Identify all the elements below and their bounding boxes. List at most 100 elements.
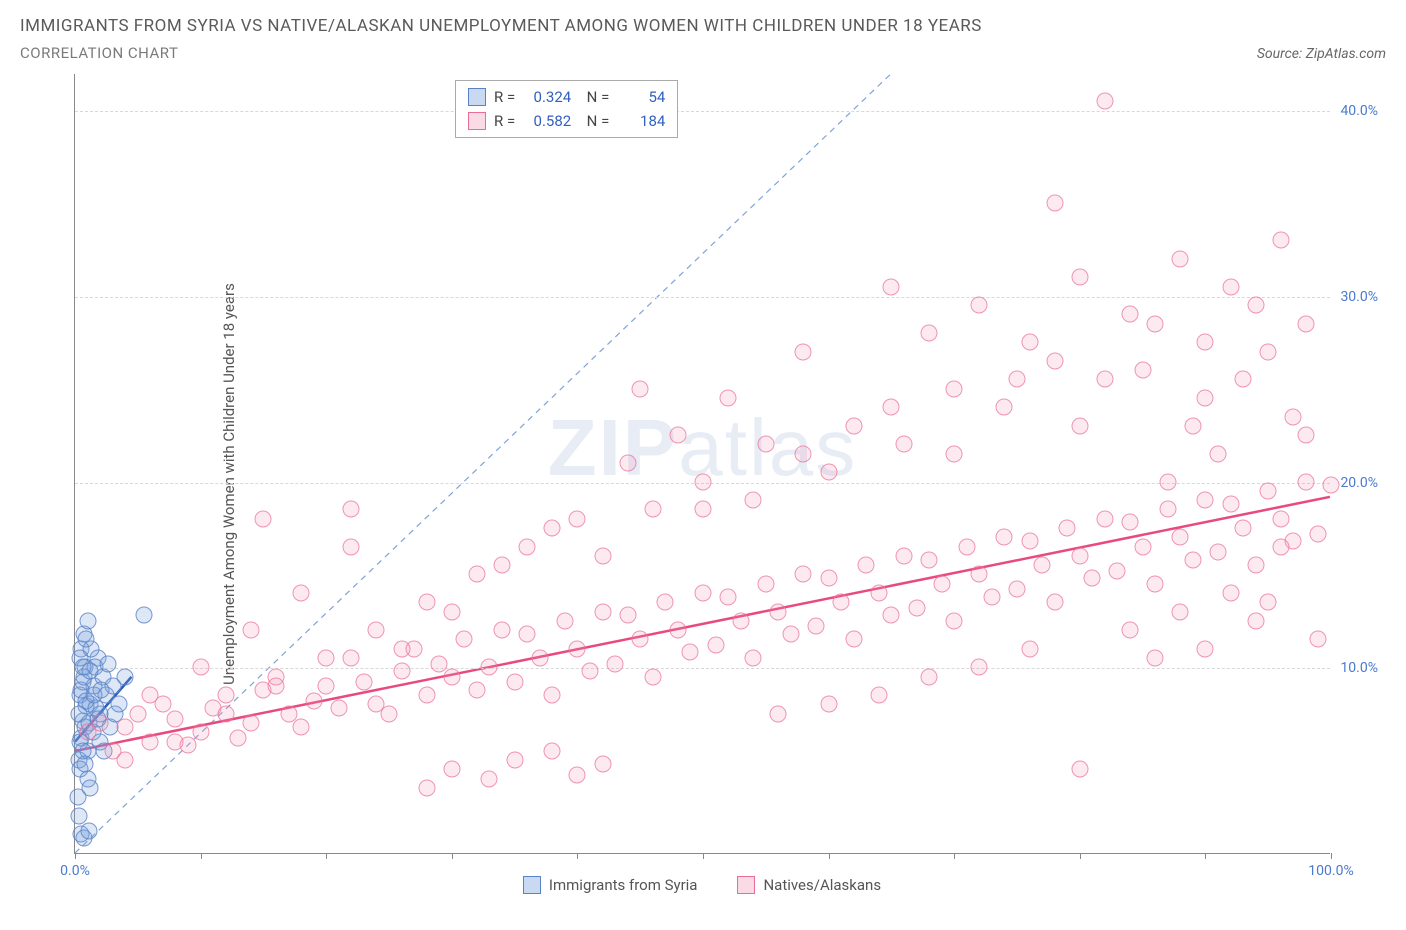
data-point	[129, 705, 146, 722]
grid-line	[75, 111, 1330, 112]
data-point	[217, 705, 234, 722]
data-point	[267, 677, 284, 694]
data-point	[870, 585, 887, 602]
data-point	[1096, 371, 1113, 388]
data-point	[594, 603, 611, 620]
data-point	[481, 770, 498, 787]
n-value: 184	[617, 109, 665, 133]
data-point	[820, 464, 837, 481]
data-point	[644, 501, 661, 518]
data-point	[1222, 585, 1239, 602]
data-point	[833, 594, 850, 611]
grid-line	[75, 297, 1330, 298]
data-point	[1172, 250, 1189, 267]
x-tick	[201, 853, 202, 859]
n-value: 54	[617, 85, 665, 109]
data-point	[1209, 445, 1226, 462]
data-point	[305, 692, 322, 709]
data-point	[883, 278, 900, 295]
data-point	[607, 655, 624, 672]
data-point	[782, 625, 799, 642]
data-point	[1310, 525, 1327, 542]
data-point	[1109, 562, 1126, 579]
data-point	[1122, 514, 1139, 531]
x-tick	[954, 853, 955, 859]
data-point	[242, 715, 259, 732]
stats-row: R = 0.582 N = 184	[468, 109, 665, 133]
data-point	[544, 687, 561, 704]
data-point	[1159, 473, 1176, 490]
data-point	[695, 473, 712, 490]
data-point	[946, 380, 963, 397]
x-tick	[577, 853, 578, 859]
legend-label-natives: Natives/Alaskans	[763, 876, 881, 894]
data-point	[506, 752, 523, 769]
data-point	[393, 663, 410, 680]
data-point	[1147, 315, 1164, 332]
data-point	[506, 674, 523, 691]
data-point	[720, 390, 737, 407]
data-point	[494, 557, 511, 574]
data-point	[720, 588, 737, 605]
data-point	[1184, 551, 1201, 568]
x-tick	[703, 853, 704, 859]
data-point	[1285, 408, 1302, 425]
data-point	[594, 547, 611, 564]
data-point	[418, 780, 435, 797]
x-tick	[1080, 853, 1081, 859]
data-point	[1197, 390, 1214, 407]
data-point	[795, 566, 812, 583]
data-point	[556, 612, 573, 629]
data-point	[644, 668, 661, 685]
data-point	[544, 520, 561, 537]
data-point	[581, 663, 598, 680]
data-point	[1122, 306, 1139, 323]
data-point	[136, 607, 153, 624]
data-point	[1122, 622, 1139, 639]
chart-title: IMMIGRANTS FROM SYRIA VS NATIVE/ALASKAN …	[20, 16, 1386, 36]
data-point	[70, 807, 87, 824]
data-point	[1134, 362, 1151, 379]
data-point	[795, 445, 812, 462]
data-point	[946, 612, 963, 629]
plot-area: ZIPatlas 10.0%20.0%30.0%40.0%0.0%100.0%R…	[74, 74, 1330, 854]
r-label: R =	[494, 109, 515, 133]
data-point	[355, 674, 372, 691]
data-point	[1272, 232, 1289, 249]
data-point	[1247, 612, 1264, 629]
data-point	[971, 566, 988, 583]
data-point	[569, 640, 586, 657]
n-label: N =	[579, 109, 609, 133]
data-point	[1297, 473, 1314, 490]
chart-subtitle: CORRELATION CHART	[20, 44, 178, 62]
stats-row: R =0.324 N =54	[468, 85, 665, 109]
data-point	[921, 325, 938, 342]
data-point	[1247, 297, 1264, 314]
data-point	[368, 622, 385, 639]
data-point	[569, 767, 586, 784]
data-point	[318, 677, 335, 694]
data-point	[1034, 557, 1051, 574]
data-point	[946, 445, 963, 462]
y-tick-label: 30.0%	[1340, 289, 1378, 305]
data-point	[1272, 538, 1289, 555]
data-point	[921, 668, 938, 685]
data-point	[996, 399, 1013, 416]
y-tick-label: 20.0%	[1340, 475, 1378, 491]
data-point	[983, 588, 1000, 605]
r-value: 0.582	[523, 109, 571, 133]
data-point	[343, 501, 360, 518]
grid-line	[75, 668, 1330, 669]
data-point	[92, 715, 109, 732]
data-point	[921, 551, 938, 568]
data-point	[745, 650, 762, 667]
data-point	[80, 822, 97, 839]
data-point	[1172, 603, 1189, 620]
data-point	[494, 622, 511, 639]
data-point	[958, 538, 975, 555]
data-point	[1172, 529, 1189, 546]
data-point	[242, 622, 259, 639]
data-point	[456, 631, 473, 648]
data-point	[669, 622, 686, 639]
swatch-blue-icon	[523, 876, 541, 894]
